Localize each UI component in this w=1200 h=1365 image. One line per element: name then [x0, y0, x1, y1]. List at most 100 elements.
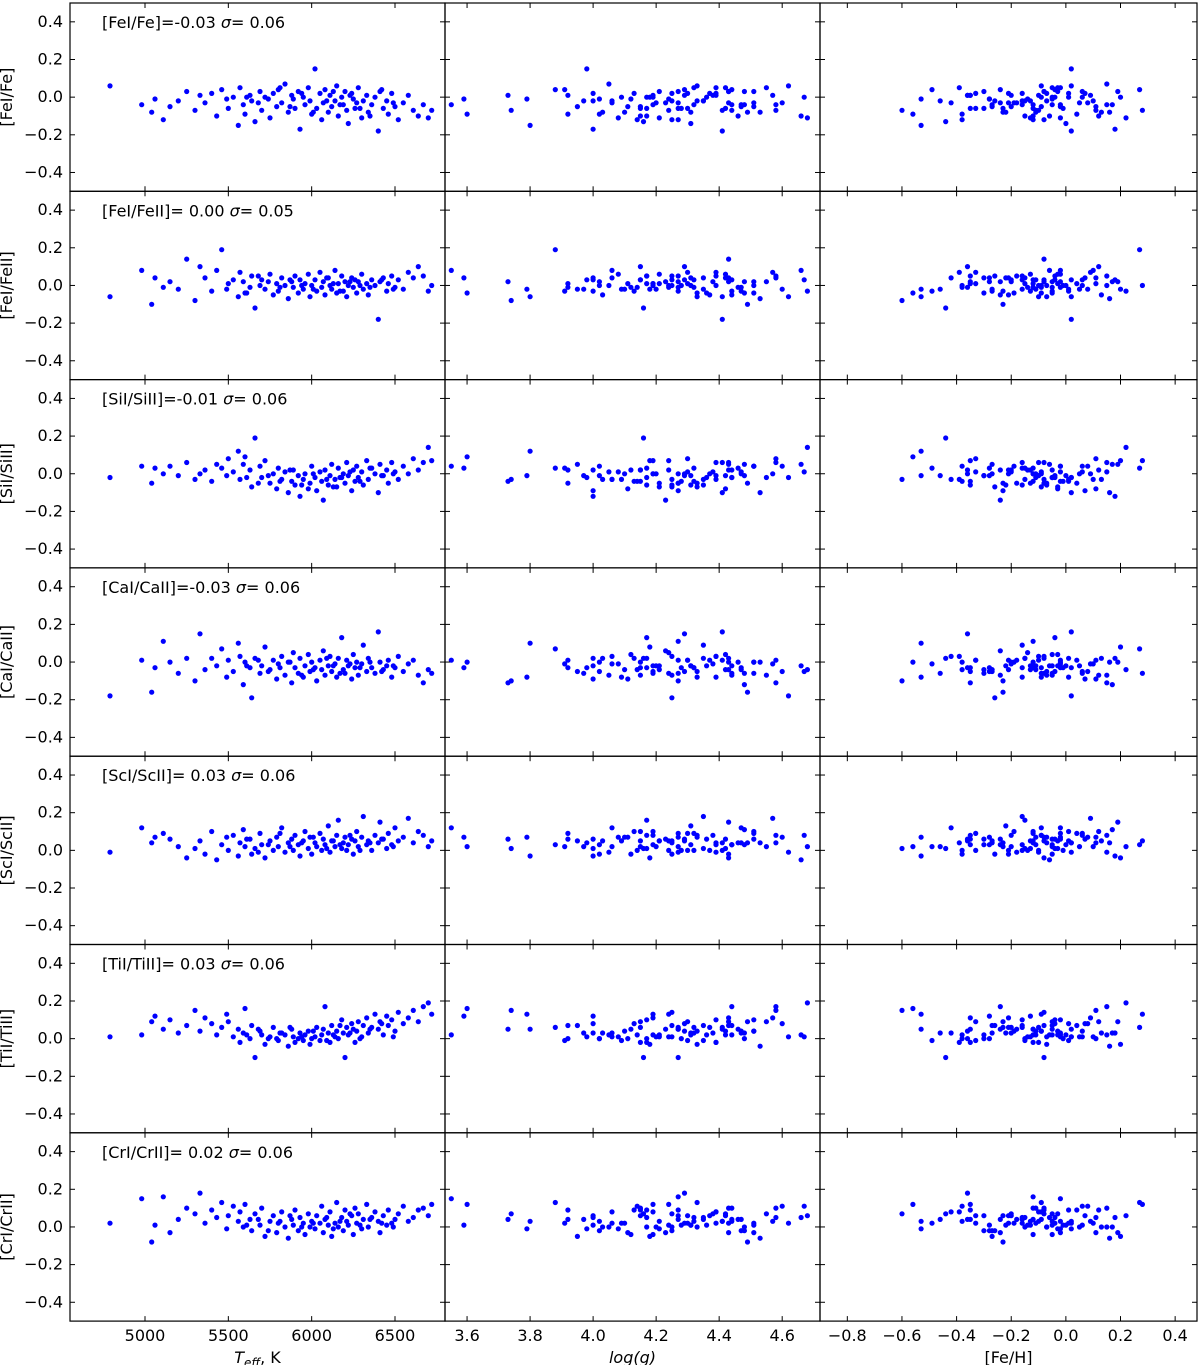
data-point: [637, 113, 644, 119]
data-point: [637, 104, 644, 110]
data-point: [309, 851, 315, 857]
data-point: [1038, 832, 1044, 838]
data-point: [691, 1214, 697, 1221]
scatter-points: [107, 66, 435, 134]
data-point: [565, 1207, 571, 1213]
data-point: [691, 478, 697, 484]
data-point: [650, 282, 656, 289]
data-point: [622, 286, 628, 292]
data-point: [713, 842, 719, 848]
data-point: [1030, 840, 1036, 846]
panel-r5-c2: [819, 943, 1198, 1134]
x-tick-label: 4.2: [643, 1326, 668, 1345]
data-point: [1003, 275, 1009, 281]
data-point: [342, 480, 348, 486]
data-point: [719, 128, 725, 134]
data-point: [1033, 109, 1039, 115]
data-point: [704, 1032, 710, 1038]
data-point: [644, 1214, 650, 1221]
data-point: [287, 1024, 293, 1030]
data-point: [986, 275, 993, 281]
data-point: [252, 305, 258, 311]
y-tick-label: −0.4: [24, 539, 63, 558]
data-point: [590, 1213, 596, 1219]
data-point: [1049, 842, 1055, 848]
data-point: [317, 830, 323, 837]
data-point: [329, 461, 335, 467]
data-point: [307, 1224, 313, 1230]
data-point: [527, 294, 533, 300]
data-point: [152, 465, 158, 471]
data-point: [1014, 657, 1020, 663]
data-point: [325, 823, 331, 829]
data-point: [209, 90, 215, 96]
data-point: [584, 840, 590, 846]
annotation-ratio: [SiI/SiII]=-0.01: [102, 390, 223, 409]
data-point: [379, 668, 385, 675]
data-point: [1093, 1007, 1099, 1014]
data-point: [631, 90, 637, 96]
data-point: [1022, 1224, 1028, 1230]
data-point: [317, 90, 323, 96]
data-point: [992, 851, 998, 857]
data-point: [395, 476, 401, 482]
data-point: [956, 85, 962, 91]
data-point: [527, 1218, 533, 1224]
data-point: [1019, 90, 1025, 96]
data-point: [400, 100, 406, 106]
scatter-points: [107, 1190, 435, 1245]
data-point: [1085, 100, 1091, 106]
data-point: [202, 1220, 208, 1226]
data-point: [1085, 286, 1091, 292]
data-point: [1093, 1214, 1099, 1221]
data-point: [1068, 83, 1074, 89]
data-point: [804, 667, 811, 673]
data-point: [372, 670, 378, 676]
data-point: [675, 638, 681, 644]
data-point: [527, 448, 533, 454]
data-point: [257, 463, 263, 469]
data-point: [375, 629, 381, 635]
data-point: [948, 825, 954, 831]
data-point: [372, 1209, 378, 1215]
data-point: [581, 286, 587, 292]
data-point: [285, 490, 291, 496]
data-point: [527, 122, 533, 128]
data-point: [192, 845, 198, 852]
data-point: [694, 484, 700, 490]
data-point: [644, 474, 650, 481]
data-point: [959, 111, 965, 117]
data-point: [289, 836, 295, 842]
data-point: [1046, 113, 1053, 119]
data-point: [691, 85, 697, 91]
panel-frame: [819, 2, 1198, 192]
data-point: [202, 851, 208, 857]
data-point: [395, 838, 401, 844]
data-point: [625, 676, 631, 682]
data-point: [644, 1224, 650, 1230]
data-point: [192, 297, 198, 304]
data-point: [461, 1013, 467, 1019]
data-point: [448, 463, 454, 469]
data-point: [425, 288, 431, 294]
data-point: [773, 657, 779, 663]
data-point: [763, 672, 770, 678]
data-point: [312, 1226, 318, 1232]
data-point: [1030, 281, 1036, 287]
data-point: [175, 844, 181, 850]
y-tick-label: 0.4: [38, 388, 63, 407]
data-point: [644, 1036, 650, 1042]
data-point: [355, 672, 361, 678]
data-point: [335, 113, 341, 119]
data-point: [590, 1222, 596, 1228]
data-point: [372, 832, 378, 838]
data-point: [300, 476, 306, 482]
data-point: [367, 659, 373, 665]
data-point: [997, 292, 1003, 298]
data-point: [299, 282, 305, 289]
data-point: [400, 834, 406, 840]
data-point: [342, 1054, 348, 1061]
data-point: [1022, 1214, 1028, 1221]
data-point: [1041, 1054, 1047, 1061]
data-point: [943, 435, 949, 441]
